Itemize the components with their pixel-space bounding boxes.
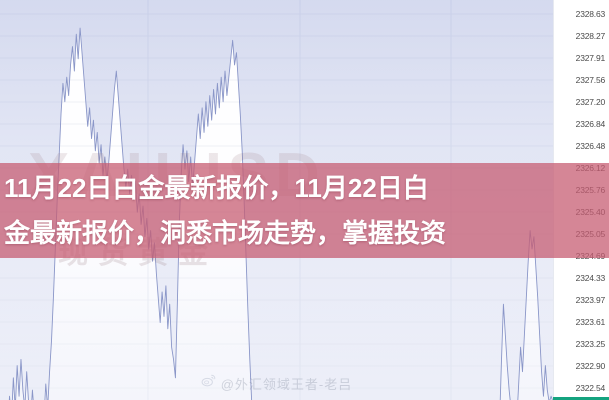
price-axis-tick: 2323.61: [575, 317, 606, 327]
price-axis-tick: 2323.97: [575, 295, 606, 305]
price-axis-tick: 2327.56: [575, 75, 606, 85]
price-axis-tick: 2322.90: [575, 361, 606, 371]
price-axis-tick: 2327.20: [575, 97, 606, 107]
price-axis-tick: 2328.63: [575, 9, 606, 19]
price-axis-tick: 2328.27: [575, 31, 606, 41]
price-axis-tick: 2323.25: [575, 339, 606, 349]
title-line-1: 11月22日白金最新报价，11月22日白: [4, 172, 429, 203]
price-axis-tick: 2326.48: [575, 141, 606, 151]
title-banner: 11月22日白金最新报价，11月22日白 金最新报价，洞悉市场走势，掌握投资: [0, 163, 609, 258]
price-axis-tick: 2327.91: [575, 53, 606, 63]
price-line: [8, 27, 553, 400]
price-axis-tick: 2322.54: [575, 383, 606, 393]
title-line-2: 金最新报价，洞悉市场走势，掌握投资: [4, 217, 447, 248]
price-axis-tick: 2326.84: [575, 119, 606, 129]
price-axis-tick: 2324.33: [575, 273, 606, 283]
